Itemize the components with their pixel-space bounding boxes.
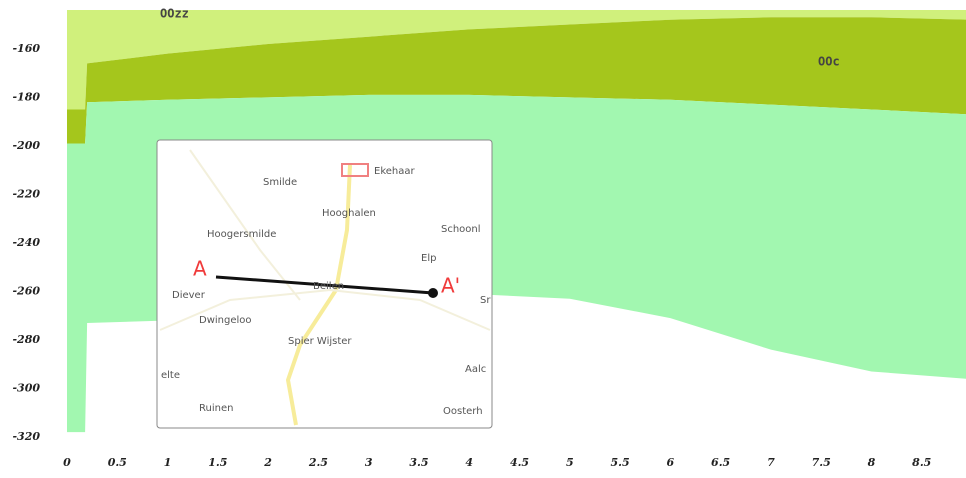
place-label: Schoonl — [441, 224, 481, 235]
place-label: Spier Wijster — [288, 336, 352, 347]
x-tick-label: 5.5 — [611, 456, 630, 469]
section-end-label: A' — [441, 274, 460, 298]
inset-map: A A' Smilde Ekehaar Hooghalen Hoogersmilde S… — [156, 139, 493, 429]
x-tick-label: 7.5 — [812, 456, 831, 469]
road — [285, 164, 352, 426]
place-label: Beilen — [313, 281, 344, 292]
place-label: Oosterh — [443, 406, 483, 417]
place-label: Hoogersmilde — [207, 229, 276, 240]
x-tick-label: 5 — [566, 456, 574, 469]
y-tick-label: -300 — [12, 381, 40, 394]
x-tick-label: 7 — [767, 456, 775, 469]
place-label: Smilde — [263, 177, 297, 188]
x-tick-label: 6.5 — [711, 456, 730, 469]
y-tick-label: -320 — [12, 430, 40, 443]
x-tick-label: 4.5 — [510, 456, 529, 469]
y-tick-label: -260 — [12, 284, 40, 297]
place-label: Ruinen — [199, 403, 233, 414]
map-marker — [341, 163, 369, 177]
x-tick-label: 0 — [63, 456, 71, 469]
x-tick-label: 1 — [164, 456, 172, 469]
y-tick-label: -220 — [12, 187, 40, 200]
x-tick-label: 8.5 — [912, 456, 931, 469]
place-label: elte — [161, 370, 180, 381]
x-tick-label: 2.5 — [308, 456, 328, 469]
layer-label: OOzz — [160, 7, 189, 21]
y-tick-label: -280 — [12, 333, 40, 346]
place-label: Dwingeloo — [199, 315, 252, 326]
section-line — [215, 275, 434, 295]
place-label: Sr — [480, 295, 491, 306]
place-label: Ekehaar — [374, 166, 415, 177]
section-end — [428, 288, 438, 298]
x-tick-label: 0.5 — [108, 456, 127, 469]
y-tick-label: -180 — [12, 90, 40, 103]
x-tick-label: 2 — [263, 456, 272, 469]
x-tick-label: 3.5 — [409, 456, 428, 469]
y-tick-label: -240 — [12, 236, 40, 249]
layer — [67, 10, 966, 110]
place-label: Hooghalen — [322, 208, 376, 219]
x-tick-label: 8 — [868, 456, 876, 469]
place-label: Diever — [172, 290, 206, 301]
section-start-label: A — [193, 257, 207, 281]
layer-label: OOc — [818, 55, 840, 69]
place-label: Elp — [421, 253, 436, 264]
y-tick-label: -160 — [12, 42, 40, 55]
place-label: Aalc — [465, 364, 486, 375]
x-tick-label: 6 — [667, 456, 675, 469]
x-tick-label: 1.5 — [208, 456, 227, 469]
y-tick-label: -200 — [12, 139, 40, 152]
x-tick-label: 3 — [365, 456, 373, 469]
layer — [67, 17, 966, 144]
x-tick-label: 4 — [465, 456, 473, 469]
